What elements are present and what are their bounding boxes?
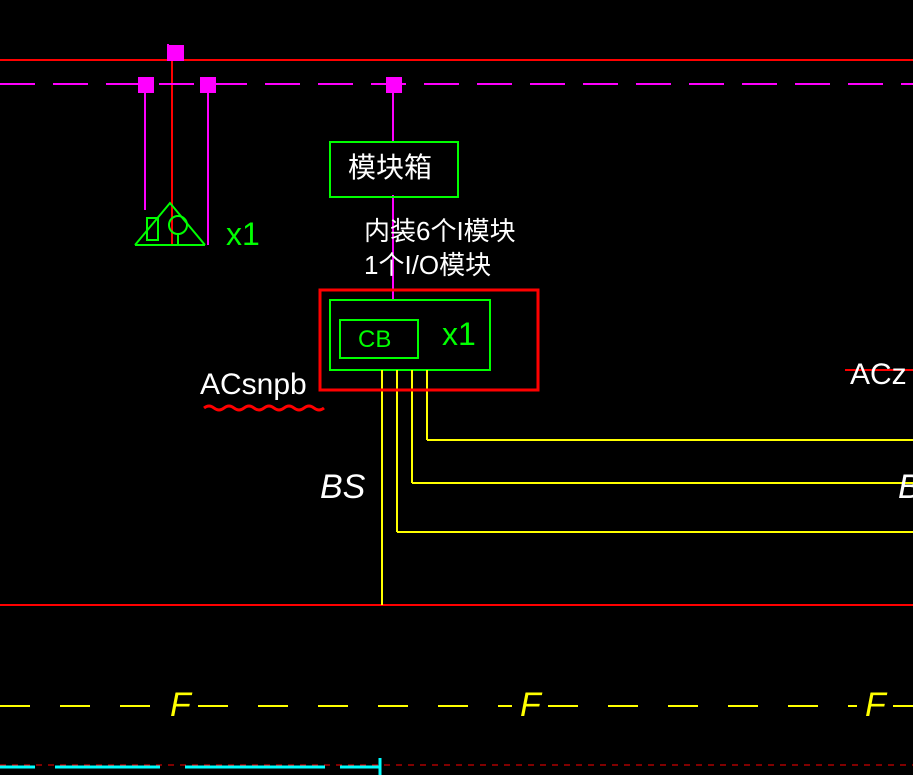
- f-label-1: F: [170, 688, 191, 722]
- cb-label: CB: [358, 328, 391, 352]
- drawing-svg: [0, 0, 913, 775]
- acz-label: ACz: [850, 360, 907, 390]
- f-label-2: F: [520, 688, 541, 722]
- module-desc-line1: 内装6个I模块: [364, 218, 516, 244]
- acsnpb-label: ACsnpb: [200, 370, 307, 400]
- bs-label: BS: [320, 470, 365, 504]
- module-desc-line2: 1个I/O模块: [364, 252, 491, 278]
- cad-canvas: 模块箱 内装6个I模块 1个I/O模块 x1 x1 CB ACsnpb ACz …: [0, 0, 913, 775]
- x1-right-label: x1: [442, 318, 476, 350]
- f-label-3: F: [865, 688, 886, 722]
- x1-left-label: x1: [226, 218, 260, 250]
- b-right-label: B: [898, 470, 913, 504]
- module-box-label: 模块箱: [348, 154, 432, 182]
